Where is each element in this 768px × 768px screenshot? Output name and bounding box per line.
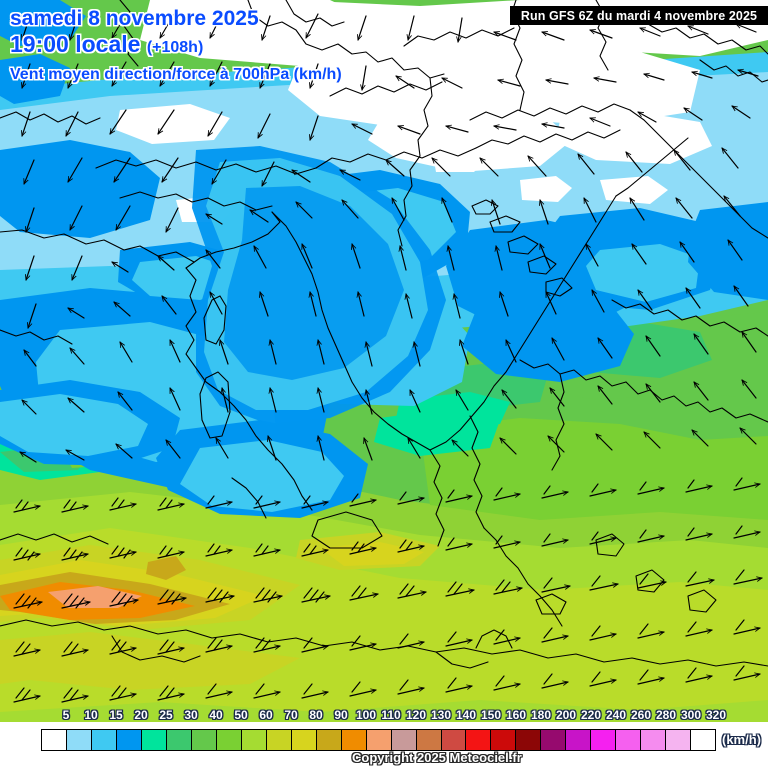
legend-swatch <box>216 730 242 750</box>
legend-swatch <box>66 730 92 750</box>
legend-swatch <box>641 730 667 750</box>
map-canvas <box>0 0 768 722</box>
legend-swatch <box>316 730 342 750</box>
lead-time-text: (+108h) <box>146 39 204 56</box>
legend-tick: 15 <box>109 708 123 722</box>
legend-tick: 160 <box>505 708 527 722</box>
legend-unit-label: (km/h) <box>722 732 761 747</box>
legend-swatch <box>42 730 67 750</box>
legend-tick: 80 <box>309 708 323 722</box>
legend-tick: 20 <box>134 708 148 722</box>
legend-tick: 90 <box>334 708 348 722</box>
legend-swatch <box>441 730 467 750</box>
legend-tick: 50 <box>234 708 248 722</box>
valid-date-label: samedi 8 novembre 2025 <box>10 7 259 30</box>
legend-swatch <box>141 730 167 750</box>
legend-tick: 120 <box>405 708 427 722</box>
legend-color-strip[interactable] <box>41 729 716 751</box>
legend-swatch <box>241 730 267 750</box>
legend-swatch <box>341 730 367 750</box>
coastlines-layer <box>0 0 768 669</box>
legend-swatch <box>266 730 292 750</box>
legend-tick: 70 <box>284 708 298 722</box>
legend-tick: 110 <box>381 708 401 722</box>
legend-swatch <box>291 730 317 750</box>
wind-barb-layer <box>13 13 762 703</box>
legend-tick: 280 <box>655 708 677 722</box>
legend-tick: 300 <box>680 708 702 722</box>
legend-swatch <box>491 730 517 750</box>
legend-tick: 200 <box>555 708 577 722</box>
legend-tick-labels: 5 10 15 20 25 30 40 50 60 70 80 90 100 110 120 130 140 15… <box>0 708 768 724</box>
color-scale-legend: 5 10 15 20 25 30 40 50 60 70 80 90 100 110 120 130 140 15… <box>0 708 768 768</box>
legend-tick: 30 <box>184 708 198 722</box>
legend-swatch <box>116 730 142 750</box>
legend-tick: 10 <box>84 708 98 722</box>
weather-map[interactable] <box>0 0 768 722</box>
legend-tick: 260 <box>630 708 652 722</box>
legend-tick: 180 <box>530 708 552 722</box>
legend-swatch <box>591 730 617 750</box>
legend-tick: 60 <box>259 708 273 722</box>
legend-swatch <box>191 730 217 750</box>
legend-swatch <box>666 730 692 750</box>
legend-swatch <box>691 730 716 750</box>
legend-tick: 140 <box>455 708 477 722</box>
legend-swatch <box>516 730 542 750</box>
legend-swatch <box>366 730 392 750</box>
model-run-banner: Run GFS 6Z du mardi 4 novembre 2025 <box>510 6 768 25</box>
model-run-label: Run GFS 6Z du mardi 4 novembre 2025 <box>520 8 758 23</box>
legend-swatch <box>416 730 442 750</box>
legend-tick: 5 <box>62 708 70 722</box>
valid-hour-text: 19:00 locale <box>10 31 141 57</box>
legend-swatch <box>466 730 492 750</box>
legend-tick: 100 <box>355 708 377 722</box>
parameter-label: Vent moyen direction/force à 700hPa (km/… <box>10 66 342 83</box>
legend-swatch <box>391 730 417 750</box>
legend-swatch <box>91 730 117 750</box>
valid-hour-label: 19:00 locale (+108h) <box>10 31 203 58</box>
legend-tick: 320 <box>705 708 727 722</box>
legend-tick: 40 <box>209 708 223 722</box>
legend-swatch <box>566 730 592 750</box>
legend-swatch <box>616 730 642 750</box>
legend-tick: 240 <box>605 708 627 722</box>
legend-tick: 25 <box>159 708 173 722</box>
copyright-label: Copyright 2025 Meteociel.fr <box>352 750 522 765</box>
legend-tick: 130 <box>430 708 452 722</box>
legend-tick: 150 <box>480 708 502 722</box>
legend-swatch <box>166 730 192 750</box>
legend-swatch <box>541 730 567 750</box>
legend-tick: 220 <box>580 708 602 722</box>
